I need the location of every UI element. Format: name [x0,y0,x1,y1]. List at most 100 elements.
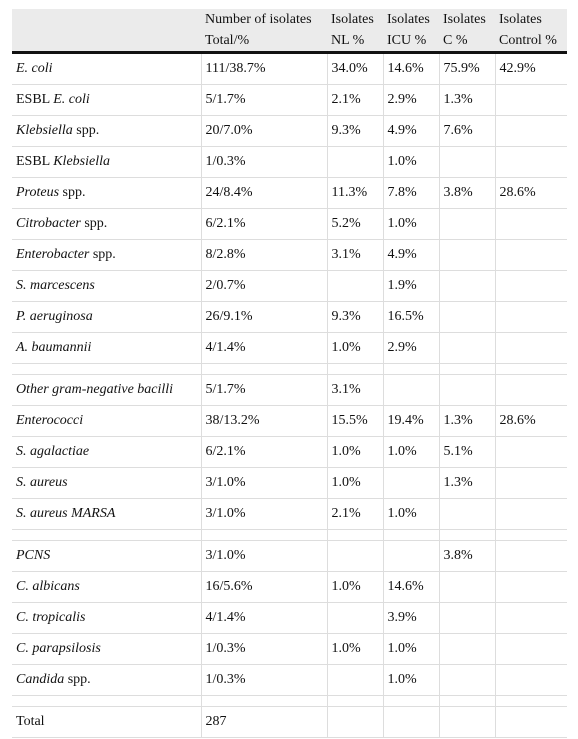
value-cell: 75.9% [438,52,495,85]
organism-name: Enterococci [16,413,84,428]
table-row: P. aeruginosa 26/9.1% 9.3% 16.5% [12,301,567,333]
value-cell: 6/2.1% [200,436,327,468]
header-cell: C % [439,30,495,54]
value-cell [438,498,495,530]
spacer-cell [438,529,495,541]
value-cell [438,301,495,333]
organism-name: Klebsiella [16,123,73,138]
value-cell [494,467,567,499]
spacer-cell [326,363,383,375]
value-cell: 1/0.3% [200,633,327,665]
header-row: Number of isolates Isolates Isolates Isolat… [12,9,567,30]
organism-cell: A. baumannii [12,332,201,364]
organism-cell: Enterobacter spp. [12,239,201,271]
value-cell [326,540,383,572]
organism-cell: Klebsiella spp. [12,115,201,147]
header-cell: Control % [495,30,567,54]
value-cell: 1.0% [382,436,439,468]
value-cell [438,571,495,603]
organism-name: spp. [59,185,86,200]
organism-name: A. baumannii [16,340,92,355]
value-cell: 2/0.7% [200,270,327,302]
spacer-cell [494,529,567,541]
organism-name: Enterobacter [16,247,90,262]
value-cell [438,706,495,738]
value-cell: 1.0% [382,208,439,240]
value-cell: 34.0% [326,52,383,85]
header-cell [12,9,201,30]
value-cell: 287 [200,706,327,738]
table-row: Candida spp. 1/0.3% 1.0% [12,664,567,696]
value-cell [494,374,567,406]
value-cell [494,540,567,572]
organism-name: Citrobacter [16,216,81,231]
table-row: Klebsiella spp. 20/7.0% 9.3% 4.9% 7.6% [12,115,567,147]
organism-cell: C. albicans [12,571,201,603]
spacer-row [12,695,567,707]
value-cell: 4.9% [382,239,439,271]
table-row: A. baumannii 4/1.4% 1.0% 2.9% [12,332,567,364]
organism-name: PCNS [16,548,51,563]
organism-cell: C. tropicalis [12,602,201,634]
value-cell [494,571,567,603]
value-cell: 26/9.1% [200,301,327,333]
value-cell [494,706,567,738]
table-row: S. marcescens 2/0.7% 1.9% [12,270,567,302]
value-cell: 7.6% [438,115,495,147]
organism-name: spp. [64,672,91,687]
organism-name: S. aureus [16,475,68,490]
value-cell: 15.5% [326,405,383,437]
value-cell: 2.1% [326,498,383,530]
value-cell: 3.9% [382,602,439,634]
table-row: Citrobacter spp. 6/2.1% 5.2% 1.0% [12,208,567,240]
value-cell [494,633,567,665]
value-cell [438,633,495,665]
value-cell [382,540,439,572]
organism-name: Candida [16,672,65,687]
value-cell: 3.1% [326,239,383,271]
value-cell [382,706,439,738]
organism-cell: Total [12,706,201,738]
value-cell: 1.3% [438,84,495,116]
value-cell: 1.0% [382,633,439,665]
value-cell: 4/1.4% [200,332,327,364]
organism-cell: PCNS [12,540,201,572]
spacer-cell [438,695,495,707]
value-cell: 11.3% [326,177,383,209]
value-cell: 42.9% [494,52,567,85]
value-cell [438,270,495,302]
organism-cell: E. coli [12,52,201,85]
header-row: Total/% NL % ICU % C % Control % [12,30,567,54]
table-row: Total 287 [12,706,567,738]
spacer-cell [382,529,439,541]
value-cell: 2.9% [382,84,439,116]
table-row: PCNS 3/1.0% 3.8% [12,540,567,572]
value-cell [494,146,567,178]
table-row: C. albicans 16/5.6% 1.0% 14.6% [12,571,567,603]
organism-cell: Citrobacter spp. [12,208,201,240]
organism-name: spp. [80,216,108,231]
header-cell: Isolates [327,9,383,30]
spacer-cell [12,363,201,375]
value-cell: 5/1.7% [200,84,327,116]
value-cell [494,270,567,302]
organism-name: Total [16,714,45,729]
header-cell: NL % [327,30,383,54]
value-cell: 9.3% [326,115,383,147]
value-cell: 1.0% [326,436,383,468]
value-cell: 9.3% [326,301,383,333]
value-cell [382,374,439,406]
organism-name: E. coli [53,92,90,107]
header-cell: Isolates [439,9,495,30]
value-cell [494,436,567,468]
value-cell: 1.0% [326,571,383,603]
value-cell: 7.8% [382,177,439,209]
header-cell: ICU % [383,30,439,54]
organism-cell: ESBL Klebsiella [12,146,201,178]
value-cell: 3.1% [326,374,383,406]
value-cell [326,664,383,696]
value-cell: 3/1.0% [200,498,327,530]
table-row: Other gram-negative bacilli 5/1.7% 3.1% [12,374,567,406]
value-cell: 14.6% [382,52,439,85]
header-cell: Number of isolates [201,9,327,30]
